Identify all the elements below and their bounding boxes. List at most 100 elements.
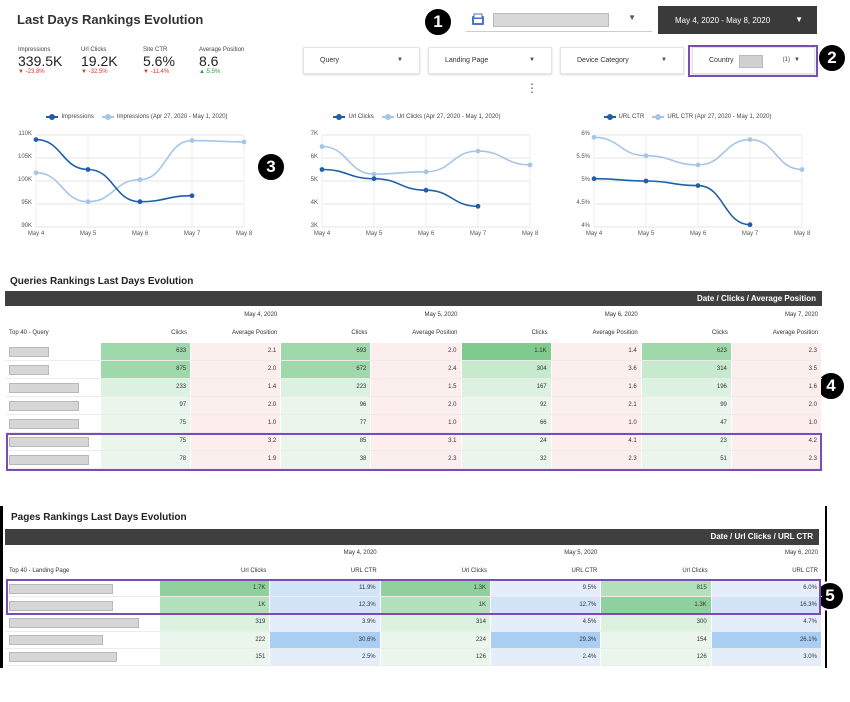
table-cell: 24	[461, 433, 551, 450]
table-cell: 2.4%	[491, 648, 601, 665]
x-tick-label: May 4	[313, 231, 331, 237]
y-tick-label: 4.5%	[576, 200, 590, 206]
kpi-value: 8.6	[199, 53, 219, 69]
data-point-previous	[695, 162, 701, 168]
date-range-picker[interactable]: May 4, 2020 - May 8, 2020 ▼	[658, 6, 817, 34]
x-tick-label: May 6	[689, 231, 707, 237]
series-line-current	[321, 168, 479, 208]
table-cell: 12.7%	[491, 597, 601, 614]
data-point-current	[423, 187, 429, 193]
caret-down-icon: ▼	[795, 15, 803, 24]
table-cell: 6.0%	[711, 580, 821, 597]
table-cell: 304	[461, 361, 551, 378]
table-cell: 2.3	[371, 451, 461, 468]
pages-section-title: Pages Rankings Last Days Evolution	[11, 512, 187, 523]
spacer	[827, 0, 850, 702]
data-point-current	[747, 222, 753, 228]
table-cell: 2.0	[191, 397, 281, 414]
table-cell: 29.3%	[491, 631, 601, 648]
table-cell: 1.9	[191, 451, 281, 468]
y-tick-label: 7K	[310, 131, 318, 137]
table-cell: 319	[160, 614, 270, 631]
date-header: May 5, 2020	[564, 550, 598, 556]
table-cell: 2.3	[731, 451, 821, 468]
series-line-current	[35, 138, 193, 203]
line-plot	[591, 134, 805, 228]
filter-label: Landing Page	[445, 57, 489, 64]
legend-swatch	[381, 114, 394, 120]
row-label-redacted	[9, 437, 89, 447]
data-point-previous	[643, 153, 649, 159]
data-point-current	[591, 176, 597, 182]
date-header: May 6, 2020	[604, 312, 638, 318]
table-cell: 1.6	[731, 379, 821, 396]
table-cell: 75	[101, 415, 191, 432]
row-label-redacted	[9, 383, 79, 393]
data-point-current	[137, 199, 143, 205]
table-cell: 314	[641, 361, 731, 378]
column-header: Url Clicks	[240, 568, 267, 574]
legend-item-previous: Impressions (Apr 27, 2020 - May 1, 2020)	[101, 114, 228, 120]
more-options-icon[interactable]: ⋮	[526, 81, 538, 95]
x-tick-label: May 5	[637, 231, 655, 237]
table-cell: 875	[101, 361, 191, 378]
queries-section-title: Queries Rankings Last Days Evolution	[10, 276, 194, 287]
table-cell: 1.0	[731, 415, 821, 432]
table-cell: 30.6%	[270, 631, 380, 648]
series-line-current	[593, 177, 751, 226]
country-value	[739, 55, 763, 68]
row-divider	[5, 360, 822, 361]
x-tick-label: May 6	[131, 231, 149, 237]
row-label-redacted	[9, 455, 89, 465]
table-cell: 1K	[380, 597, 490, 614]
filter-query[interactable]: Query ▼	[303, 47, 420, 74]
table-cell: 314	[380, 614, 490, 631]
column-header: Average Position	[412, 330, 458, 336]
x-tick-label: May 5	[365, 231, 383, 237]
row-label-redacted	[9, 401, 79, 411]
table-cell: 12.3%	[270, 597, 380, 614]
y-tick-label: 90K	[21, 223, 32, 229]
caret-down-icon: ▼	[794, 57, 800, 63]
legend-item-current: Url Clicks	[333, 114, 374, 120]
table-cell: 4.5%	[491, 614, 601, 631]
table-cell: 23	[641, 433, 731, 450]
table-cell: 2.1	[551, 397, 641, 414]
kpi-change: ▲ 5.5%	[199, 69, 221, 75]
table-cell: 126	[380, 648, 490, 665]
y-tick-label: 5%	[581, 177, 590, 183]
table-cell: 75	[101, 433, 191, 450]
line-plot	[33, 134, 247, 228]
chart-url-clicks: Url Clicks Url Clicks (Apr 27, 2020 - Ma…	[292, 112, 542, 242]
data-source-select[interactable]: ▼	[466, 8, 652, 32]
row-label-redacted	[9, 652, 117, 663]
column-header: Clicks	[711, 330, 728, 336]
filter-device-category[interactable]: Device Category ▼	[560, 47, 684, 74]
table-cell: 126	[601, 648, 711, 665]
filter-label: Query	[320, 57, 340, 64]
column-header: URL CTR	[571, 568, 598, 574]
filter-country[interactable]: Country (1) ▼	[692, 47, 815, 74]
table-cell: 4.7%	[711, 614, 821, 631]
table-cell: 1.1K	[461, 343, 551, 360]
legend-swatch	[603, 114, 616, 120]
table-cell: 3.5	[731, 361, 821, 378]
table-cell: 51	[641, 451, 731, 468]
filter-label: Country	[709, 57, 734, 64]
filter-landing-page[interactable]: Landing Page ▼	[428, 47, 552, 74]
x-tick-label: May 7	[741, 231, 759, 237]
queries-table-header: Date / Clicks / Average Position	[5, 291, 822, 306]
row-divider	[5, 432, 822, 433]
table-cell: 151	[160, 648, 270, 665]
page-title: Last Days Rankings Evolution	[17, 12, 204, 27]
table-cell: 2.3	[551, 451, 641, 468]
column-header: Clicks	[531, 330, 548, 336]
kpi-label: Url Clicks	[81, 47, 107, 53]
table-cell: 4.2	[731, 433, 821, 450]
row-divider	[5, 630, 822, 632]
chart-legend: URL CTR URL CTR (Apr 27, 2020 - May 1, 2…	[560, 114, 815, 120]
table-cell: 3.6	[551, 361, 641, 378]
table-cell: 1.3K	[380, 580, 490, 597]
table-cell: 1.4	[191, 379, 281, 396]
data-point-previous	[799, 167, 805, 172]
